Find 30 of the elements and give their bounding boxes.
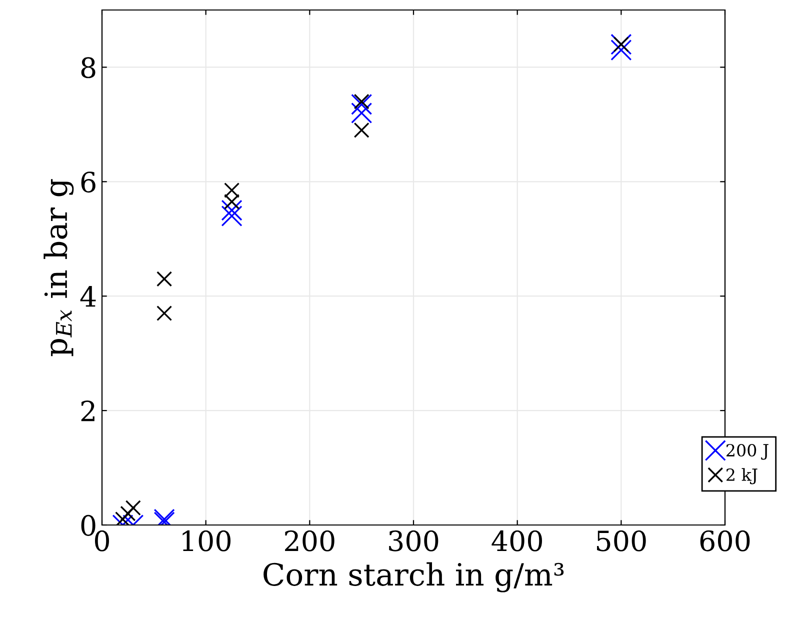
x-tick-label: 600 bbox=[700, 530, 750, 552]
y-tick-label: 0 bbox=[81, 514, 96, 536]
point bbox=[354, 122, 370, 138]
point bbox=[114, 512, 131, 525]
x-tick-label: 500 bbox=[597, 530, 646, 552]
x-tick-label: 200 bbox=[285, 530, 334, 552]
legend-label: 2 kJ bbox=[726, 468, 758, 484]
x-tick-label: 300 bbox=[389, 530, 438, 552]
x-axis-title: Corn starch in g/m³ bbox=[264, 562, 564, 592]
y-tick-label: 4 bbox=[80, 286, 96, 307]
x-tick-label: 0 bbox=[94, 530, 109, 552]
point bbox=[221, 200, 242, 221]
point bbox=[351, 102, 372, 124]
point bbox=[156, 306, 172, 322]
point bbox=[224, 182, 240, 198]
point bbox=[224, 194, 240, 210]
point bbox=[610, 40, 632, 61]
y-tick-label: 8 bbox=[81, 57, 96, 78]
point bbox=[156, 271, 172, 287]
point bbox=[221, 205, 242, 227]
x-tick-label: 400 bbox=[492, 530, 542, 552]
point bbox=[354, 94, 370, 110]
x-tick-label: 100 bbox=[182, 530, 230, 552]
y-tick-label: 2 bbox=[81, 400, 94, 422]
point bbox=[351, 94, 372, 115]
y-axis-title: p$_{Ex}$ in bar g bbox=[44, 179, 74, 356]
point bbox=[120, 506, 136, 522]
point bbox=[125, 500, 141, 516]
y-tick-label: 6 bbox=[81, 172, 96, 193]
legend-label: 200 J bbox=[726, 444, 768, 460]
